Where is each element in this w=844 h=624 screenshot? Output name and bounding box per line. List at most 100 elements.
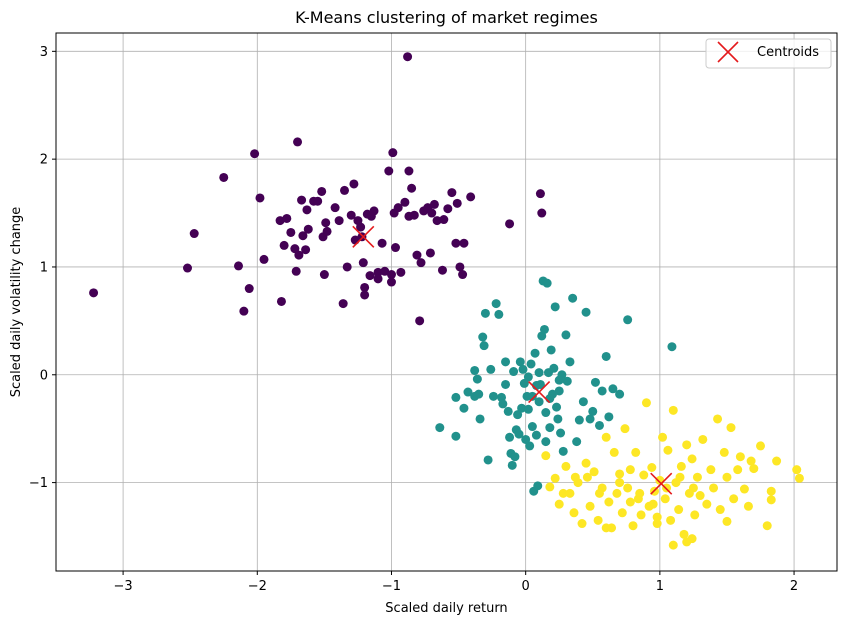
cluster-1-point: [470, 391, 480, 401]
cluster-0-point: [276, 296, 286, 306]
legend-entry-centroids: Centroids: [757, 45, 819, 60]
cluster-2-point: [655, 475, 665, 485]
cluster-1-point: [601, 351, 611, 361]
legend: Centroids: [705, 38, 832, 69]
cluster-1-point: [581, 307, 591, 317]
cluster-2-point: [601, 432, 611, 442]
cluster-0-point: [346, 210, 356, 220]
cluster-1-point: [518, 364, 528, 374]
cluster-2-point: [695, 491, 705, 501]
cluster-1-point: [507, 460, 517, 470]
plot-frame: [55, 32, 838, 572]
cluster-2-point: [550, 473, 560, 483]
cluster-0-point: [255, 193, 265, 203]
cluster-0-point: [393, 203, 403, 213]
cluster-2-point: [756, 441, 766, 451]
cluster-1-point: [483, 455, 493, 465]
cluster-2-point: [658, 432, 668, 442]
cluster-2-point: [675, 472, 685, 482]
cluster-2-point: [594, 488, 604, 498]
cluster-0-point: [369, 206, 379, 216]
cluster-1-point: [608, 384, 618, 394]
cluster-1-point: [498, 399, 508, 409]
centroid-marker: [650, 472, 673, 495]
cluster-2-point: [565, 488, 575, 498]
cluster-0-point: [403, 52, 413, 62]
cluster-1-point: [546, 345, 556, 355]
cluster-1-point: [531, 430, 541, 440]
cluster-0-point: [373, 267, 383, 277]
y-tick-label: −1: [29, 476, 48, 491]
cluster-2-point: [663, 445, 673, 455]
cluster-0-point: [409, 210, 419, 220]
cluster-2-point: [639, 470, 649, 480]
axis-ticks: −3 −2 −1 0 1 2 −1 0 1 2 3: [29, 45, 798, 594]
cluster-0-point: [505, 219, 515, 229]
cluster-0-point: [334, 216, 344, 226]
cluster-0-point: [412, 250, 422, 260]
cluster-2-point: [652, 519, 662, 529]
cluster-0-point: [432, 216, 442, 226]
cluster-0-point: [291, 266, 301, 276]
cluster-0-point: [416, 258, 426, 268]
cluster-0-point: [452, 198, 462, 208]
cluster-1-point: [556, 428, 566, 438]
y-axis-label: Scaled daily volatility change: [9, 207, 24, 398]
cluster-0-point: [297, 195, 307, 205]
cluster-1-point: [667, 342, 677, 352]
cluster-0-point: [313, 196, 323, 206]
cluster-2-point: [749, 464, 759, 474]
legend-centroid-marker: [717, 41, 739, 63]
cluster-2-point: [729, 494, 739, 504]
cluster-2-point: [715, 505, 725, 515]
cluster-0-point: [365, 271, 375, 281]
cluster-1-point: [478, 332, 488, 342]
cluster-0-point: [279, 240, 289, 250]
cluster-1-point: [549, 363, 559, 373]
cluster-2-point: [746, 456, 756, 466]
cluster-0-point: [250, 149, 260, 159]
cluster-0-point: [425, 248, 435, 258]
cluster-0-point: [537, 208, 547, 218]
cluster-1-point: [519, 378, 529, 388]
x-tick-label: −1: [382, 579, 401, 594]
cluster-1-point: [550, 302, 560, 312]
cluster-2-point: [631, 447, 641, 457]
cluster-1-point: [590, 377, 600, 387]
grid-lines: [56, 33, 837, 571]
cluster-2-point: [647, 462, 657, 472]
cluster-2-point: [625, 465, 635, 475]
cluster-2-point: [766, 486, 776, 496]
cluster-1-point: [558, 446, 568, 456]
cluster-2-point: [682, 440, 692, 450]
cluster-2-point: [648, 499, 658, 509]
cluster-0-point: [439, 215, 449, 225]
cluster-2-point: [558, 488, 568, 498]
cluster-1-point: [578, 397, 588, 407]
cluster-0-point: [298, 231, 308, 241]
cluster-2-point: [743, 501, 753, 511]
cluster-2-point: [652, 512, 662, 522]
cluster-0-point: [384, 166, 394, 176]
cluster-0-point: [407, 183, 417, 193]
cluster-1-point: [554, 375, 564, 385]
cluster-1-point: [486, 364, 496, 374]
cluster-2-point: [679, 529, 689, 539]
cluster-1-point: [562, 376, 572, 386]
cluster-1-point: [541, 408, 551, 418]
cluster-1-point: [515, 357, 525, 367]
cluster-1-point: [494, 309, 504, 319]
cluster-0-point: [391, 243, 401, 253]
cluster-1-point: [470, 365, 480, 375]
cluster-2-point: [687, 534, 697, 544]
cluster-1-point: [523, 372, 533, 382]
cluster-0-point: [377, 238, 387, 248]
cluster-1-point: [514, 429, 524, 439]
cluster-1-point: [459, 403, 469, 413]
cluster-0-point: [319, 270, 329, 280]
cluster-2-point: [554, 499, 564, 509]
cluster-0-point: [293, 137, 303, 147]
cluster-2-point: [561, 461, 571, 471]
cluster-2-point: [623, 483, 633, 493]
cluster-1-point: [523, 404, 533, 414]
